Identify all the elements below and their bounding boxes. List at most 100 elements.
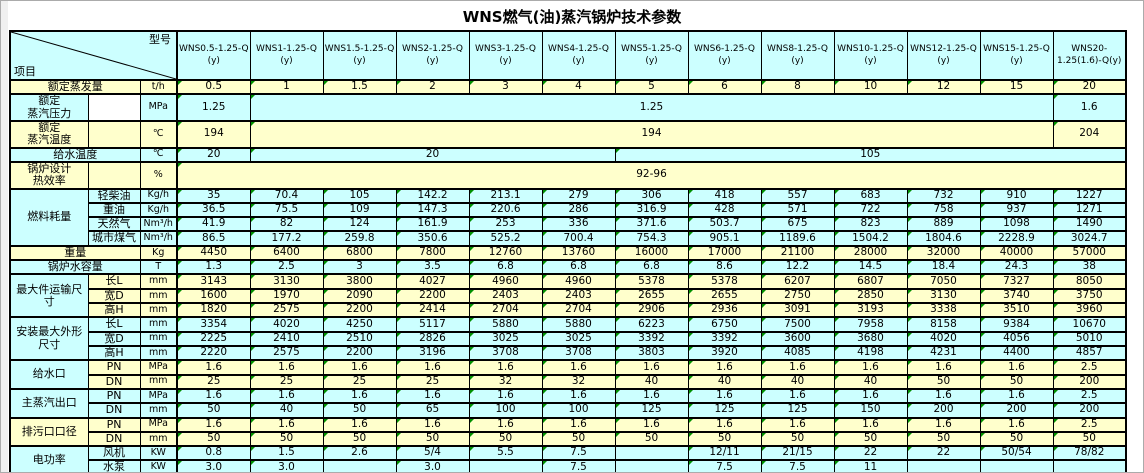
feedwater-port-dn-value-7: 40 [687,374,762,390]
row-fuel-city-gas: 城市煤气 Nm³/h 86.5 177.2 259.8 350.6 525.2 700.4 75… [10,230,1127,247]
transport-height-value-5: 2704 [541,302,616,319]
fuel-light-diesel-value-1: 70.4 [249,187,324,204]
feedwater-port-pn-value-11: 1.6 [979,359,1054,376]
weight-group-label: 重量 [9,245,141,262]
row-weight: 重量 Kg 4450 6400 6800 7800 12760 13760 16000 17000… [9,245,1127,262]
row-rated-steam-temperature: 额定 蒸汽温度 ℃ 194 194 204 [9,120,1127,149]
design-thermal-efficiency-sub-label [87,161,141,190]
fuel-light-diesel-value-0: 35 [176,187,251,204]
steam-outlet-pn-value-8: 1.6 [760,388,835,405]
row-electric-power-fan: 电功率 风机 KW 0.8 1.5 2.6 5/4 5.5 7.5 12/11 21/15 22 22 5… [9,445,1127,472]
rated-evaporation-value-3: 2 [395,79,470,96]
installed-length-value-3: 5117 [395,316,470,333]
feedwater-port-pn-sub-label: PN [87,359,141,376]
installed-length-value-0: 3354 [176,316,251,333]
fuel-heavy-oil-value-5: 286 [541,202,616,219]
fuel-natural-gas-value-1: 82 [249,216,324,233]
installed-height-value-2: 2200 [322,345,397,362]
transport-height-value-10: 3338 [906,302,981,319]
feedwater-port-pn-value-3: 1.6 [395,359,470,376]
electric-power-fan-group-label: 电功率 [9,445,89,472]
fuel-light-diesel-value-11: 910 [979,187,1054,204]
fuel-heavy-oil-value-12: 1271 [1052,202,1127,219]
transport-length-value-6: 5378 [614,273,689,290]
feedwater-port-pn-value-7: 1.6 [687,359,762,376]
feedwater-port-dn-value-9: 40 [833,374,908,390]
row-fuel-heavy-oil: 重油 Kg/h 36.5 75.5 109 147.3 220.6 286 316.9 428 57… [10,202,1127,219]
boiler-water-capacity-unit: T [139,259,178,276]
row-feedwater-port-dn: DN mm 25 25 25 25 32 32 40 40 40 40 50 50 200 [10,374,1127,390]
fuel-light-diesel-unit: Kg/h [139,187,178,204]
steam-outlet-dn-value-10: 200 [906,402,981,419]
electric-power-pump-value-8: 7.5 [760,459,835,472]
fuel-light-diesel-value-9: 683 [833,187,908,204]
blowdown-port-dn-value-10: 50 [906,431,981,448]
steam-outlet-pn-value-6: 1.6 [614,388,689,405]
installed-height-value-3: 3196 [395,345,470,362]
blowdown-port-dn-value-9: 50 [833,431,908,448]
installed-height-value-8: 4085 [760,345,835,362]
electric-power-fan-value-4: 5.5 [468,445,543,462]
transport-height-sub-label: 高H [87,302,141,319]
electric-power-pump-value-6 [614,459,689,472]
blowdown-port-pn-value-1: 1.6 [249,416,324,433]
transport-width-value-4: 2403 [468,288,543,305]
fuel-natural-gas-value-0: 41.9 [176,216,251,233]
electric-power-pump-value-0: 3.0 [176,459,251,472]
installed-height-value-5: 3708 [541,345,616,362]
row-installed-width: 宽D mm 2225 2410 2510 2826 3025 3025 3392 3392 3600… [10,331,1127,347]
installed-height-value-12: 4857 [1052,345,1127,362]
model-header-2: WNS1.5-1.25-Q (y) [322,30,397,81]
steam-outlet-pn-group-label: 主蒸汽出口 [9,388,89,419]
feedwater-port-pn-value-12: 2.5 [1052,359,1127,376]
blowdown-port-pn-value-2: 1.6 [322,416,397,433]
installed-width-value-3: 2826 [395,331,470,347]
row-installed-length: 安装最大外形尺寸 长L mm 3354 4020 4250 5117 5880 5880 6223… [9,316,1127,362]
installed-width-value-10: 4020 [906,331,981,347]
model-header-6: WNS5-1.25-Q (y) [614,30,689,81]
weight-value-0: 4450 [176,245,251,262]
installed-length-value-10: 8158 [906,316,981,333]
model-header-1: WNS1-1.25-Q (y) [249,30,324,81]
electric-power-fan-value-6 [614,445,689,462]
installed-length-value-1: 4020 [249,316,324,333]
installed-length-value-7: 6750 [687,316,762,333]
fuel-light-diesel-value-8: 557 [760,187,835,204]
feedwater-port-pn-value-0: 1.6 [176,359,251,376]
installed-width-sub-label: 宽D [87,331,141,347]
electric-power-fan-value-8: 21/15 [760,445,835,462]
transport-length-group-label: 最大件运输尺寸 [9,273,89,319]
boiler-water-capacity-value-9: 14.5 [833,259,908,276]
rated-evaporation-value-8: 8 [760,79,835,96]
feedwater-temperature-value-0: 20 [176,147,251,163]
feedwater-port-pn-unit: MPa [139,359,178,376]
blowdown-port-pn-value-4: 1.6 [468,416,543,433]
blowdown-port-dn-unit: mm [139,431,178,448]
sheet-left-margin [1,1,8,472]
weight-unit: Kg [139,245,178,262]
electric-power-pump-value-5: 7.5 [541,459,616,472]
installed-height-value-0: 2220 [176,345,251,362]
diagonal-line [11,32,176,79]
fuel-heavy-oil-value-8: 571 [760,202,835,219]
rated-steam-pressure-value-0: 1.25 [176,93,251,122]
installed-length-unit: mm [139,316,178,333]
transport-length-value-5: 4960 [541,273,616,290]
weight-value-11: 40000 [979,245,1054,262]
steam-outlet-dn-value-11: 200 [979,402,1054,419]
fuel-natural-gas-value-2: 124 [322,216,397,233]
blowdown-port-dn-value-4: 50 [468,431,543,448]
blowdown-port-dn-value-7: 50 [687,431,762,448]
feedwater-port-dn-value-8: 40 [760,374,835,390]
boiler-water-capacity-group-label: 锅炉水容量 [9,259,141,276]
feedwater-port-pn-value-8: 1.6 [760,359,835,376]
model-header-4: WNS3-1.25-Q (y) [468,30,543,81]
rated-steam-temperature-value-0: 194 [176,120,251,149]
installed-width-unit: mm [139,331,178,347]
transport-length-unit: mm [139,273,178,290]
steam-outlet-dn-value-12: 200 [1052,402,1127,419]
row-feedwater-port-pn: 给水口 PN MPa 1.6 1.6 1.6 1.6 1.6 1.6 1.6 1.6 1.6 1.6 1.… [9,359,1127,390]
fuel-heavy-oil-value-0: 36.5 [176,202,251,219]
boiler-water-capacity-value-10: 18.4 [906,259,981,276]
